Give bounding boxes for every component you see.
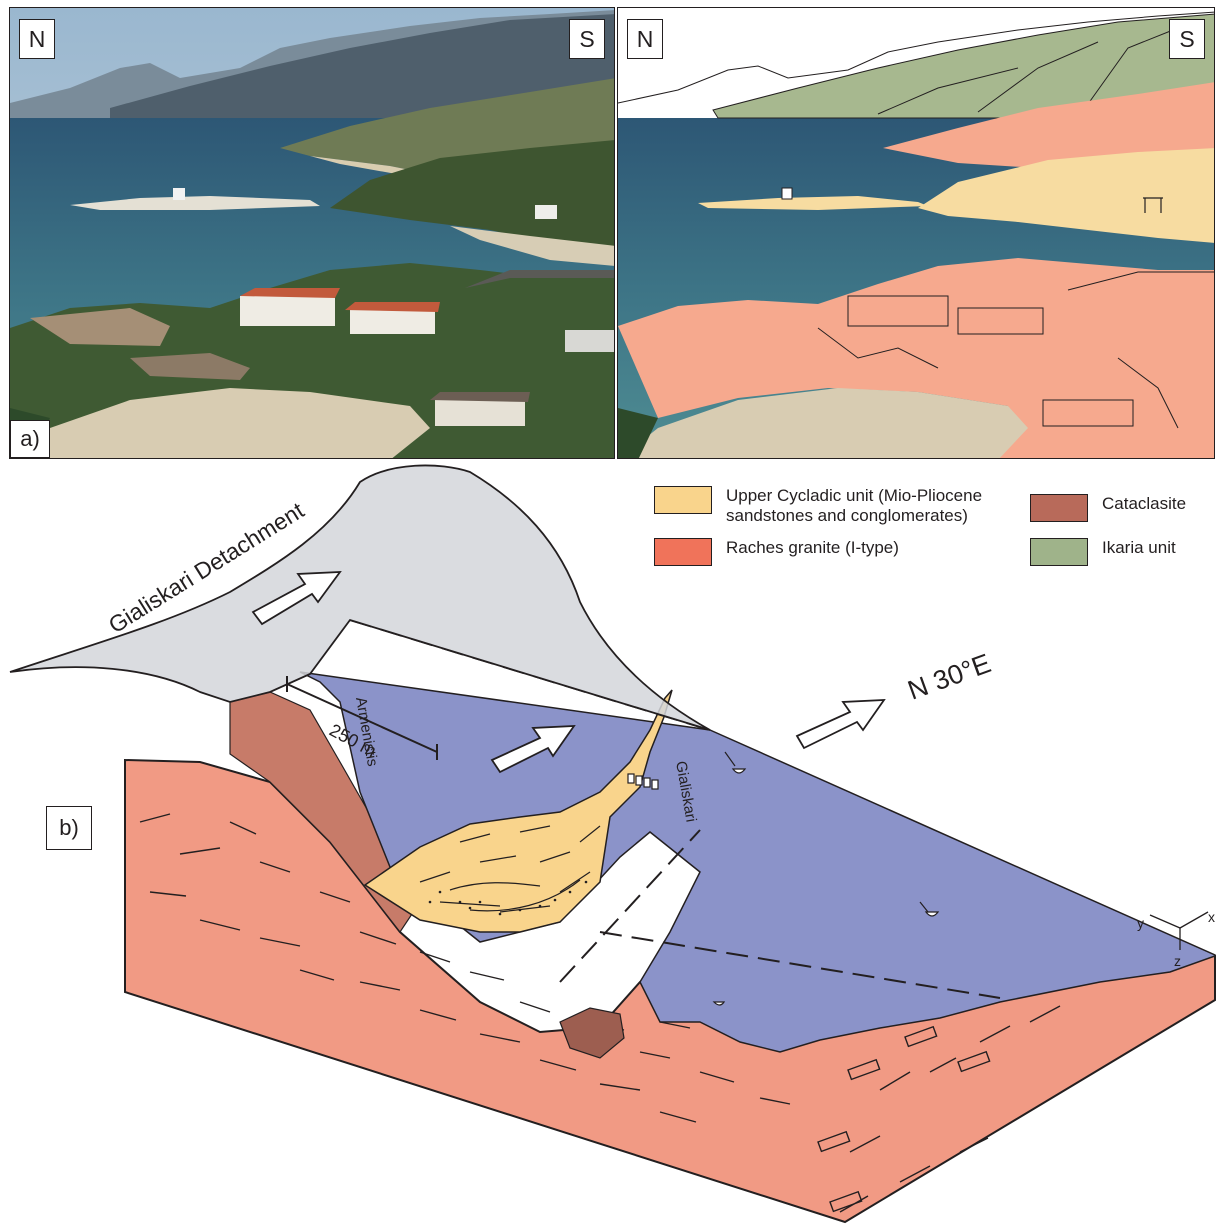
axis-y-label: y	[1137, 915, 1144, 931]
compass-north-label-interp: N	[627, 19, 663, 59]
granite-area-upper	[883, 82, 1214, 168]
house-icon	[535, 205, 557, 219]
sea-surface	[299, 671, 1216, 1053]
slip-arrows	[251, 571, 886, 774]
axis-triad	[1149, 911, 1209, 950]
legend-item-raches-granite: Raches granite (I-type)	[654, 538, 899, 566]
direction-label: N 30°E	[904, 648, 995, 706]
upper-cycladic-area	[918, 148, 1214, 243]
legend-item-cataclasite: Cataclasite	[1030, 494, 1186, 522]
chapel-icon	[173, 188, 185, 200]
interpreted-photo-panel: N S	[617, 7, 1215, 459]
fault-lines	[349, 619, 1001, 999]
compass-south-label: S	[569, 19, 605, 59]
legend-swatch-upper-cycladic	[654, 486, 712, 514]
coast-photograph	[10, 8, 614, 458]
legend-label-upper-cycladic: Upper Cycladic unit (Mio-Pliocene sandst…	[726, 486, 983, 525]
legend-swatch-ikaria-unit	[1030, 538, 1088, 566]
direction-arrow	[795, 699, 886, 750]
axis-x-label: x	[1208, 909, 1215, 925]
compass-south-label-interp: S	[1169, 19, 1205, 59]
photo-panel: N S a)	[9, 7, 615, 459]
ikaria-unit-area	[712, 13, 1214, 119]
legend-label-cataclasite: Cataclasite	[1102, 494, 1187, 513]
panel-b-label: b)	[46, 806, 92, 850]
geology-interpretation	[618, 8, 1214, 458]
granite-hatching	[139, 813, 1061, 1213]
legend-item-ikaria-unit: Ikaria unit	[1030, 538, 1176, 566]
legend-swatch-raches-granite	[654, 538, 712, 566]
scale-bar	[286, 676, 438, 760]
block-diagram: Gialiskari Detachment Armenistis Gialisk…	[9, 464, 1216, 1224]
village-buildings	[627, 773, 659, 790]
legend-item-upper-cycladic: Upper Cycladic unit (Mio-Pliocene sandst…	[654, 486, 1014, 526]
axis-z-label: z	[1174, 953, 1181, 969]
detachment-surface	[9, 464, 711, 731]
compass-north-label: N	[19, 19, 55, 59]
legend-label-raches-granite: Raches granite (I-type)	[726, 538, 899, 557]
detachment-slip-arrow	[251, 571, 342, 626]
granite-area-lower	[618, 258, 1214, 458]
legend-swatch-cataclasite	[1030, 494, 1088, 522]
legend-label-ikaria-unit: Ikaria unit	[1102, 538, 1176, 557]
boat-icons	[712, 751, 940, 1006]
hangingwall-slip-arrow	[490, 725, 576, 774]
panel-a-label: a)	[10, 420, 50, 458]
